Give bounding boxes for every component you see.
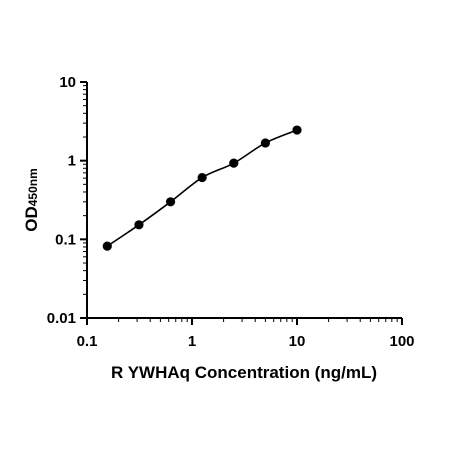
y-axis-title-subscript: 450nm — [26, 168, 40, 206]
y-axis-title: OD450nm — [22, 168, 41, 232]
x-tick-label: 100 — [389, 333, 414, 350]
x-tick-label: 10 — [289, 333, 306, 350]
y-tick-label: 0.01 — [47, 310, 76, 327]
fit-curve — [106, 129, 298, 247]
data-point — [165, 197, 176, 207]
fit-curve-group — [106, 129, 298, 247]
y-tick-label: 10 — [59, 74, 76, 91]
data-point — [292, 125, 302, 135]
data-point — [229, 158, 239, 168]
data-point — [260, 138, 270, 148]
data-point — [134, 220, 144, 230]
x-axis-title: R YWHAq Concentration (ng/mL) — [111, 363, 377, 382]
y-tick-label: 1 — [68, 153, 76, 170]
data-points — [102, 125, 302, 251]
data-point — [102, 241, 112, 251]
x-tick-label: 0.1 — [77, 333, 98, 350]
y-axis-title-main: OD — [22, 206, 41, 232]
data-point — [197, 172, 207, 183]
x-tick-label: 1 — [188, 333, 196, 350]
y-tick-label: 0.1 — [55, 231, 76, 248]
axes — [86, 82, 402, 319]
tick-marks — [80, 81, 403, 325]
